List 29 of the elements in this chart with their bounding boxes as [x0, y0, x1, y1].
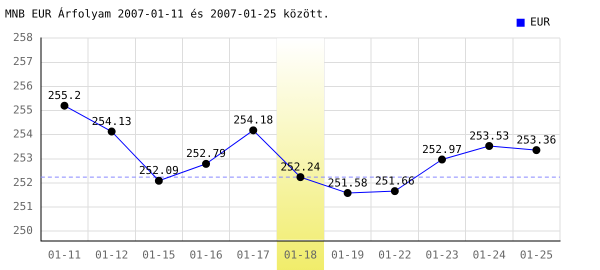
x-tick-label: 01-22	[378, 248, 412, 262]
x-tick-label: 01-25	[520, 248, 553, 262]
y-tick-label: 255	[12, 103, 33, 116]
x-tick-label: 01-24	[472, 248, 506, 262]
x-tick-label: 01-11	[48, 248, 82, 262]
data-label: 253.53	[469, 129, 510, 142]
y-tick-label: 258	[12, 31, 33, 44]
legend-label: EUR	[530, 16, 550, 29]
x-tick-label: 01-17	[236, 248, 270, 262]
y-tick-label: 250	[12, 224, 33, 238]
y-tick-label: 251	[12, 200, 33, 213]
y-tick-label: 257	[12, 55, 33, 68]
x-tick-label: 01-16	[189, 248, 223, 262]
x-tick-label: 01-23	[425, 248, 459, 262]
y-tick-label: 254	[12, 128, 34, 141]
x-tick-label: 01-15	[142, 248, 176, 262]
y-tick-label: 252	[12, 176, 33, 189]
x-tick-label: 01-12	[95, 248, 128, 262]
data-label: 254.18	[233, 114, 274, 127]
data-label: 254.13	[92, 114, 132, 128]
x-tick-label: 01-18	[284, 248, 317, 262]
y-tick-label: 253	[12, 152, 33, 165]
chart-title: MNB EUR Árfolyam 2007-01-11 és 2007-01-25 között.	[5, 6, 330, 20]
data-label: 255.2	[48, 89, 82, 102]
y-tick-label: 256	[12, 79, 33, 92]
data-label: 252.97	[422, 142, 462, 156]
x-tick-label: 01-19	[331, 248, 364, 262]
data-label: 251.58	[328, 176, 368, 190]
data-label: 253.36	[516, 133, 556, 146]
